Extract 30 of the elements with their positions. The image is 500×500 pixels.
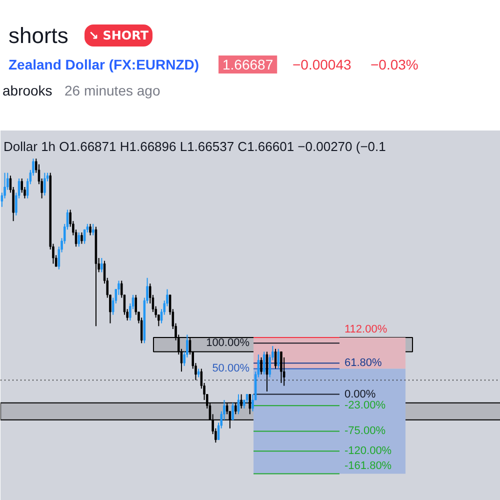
text: Dollar 1h O1.66871 H1.66896 L1.66537 C1.66601 −0.00270 (−0.1 xyxy=(4,139,386,154)
annotation: 50.00% xyxy=(212,362,250,375)
text: 112.00% xyxy=(344,324,388,336)
chart-subtitle: Zealand Dollar (FX:EURNZD) xyxy=(8,56,200,72)
candlestick xyxy=(277,348,280,370)
text: 1.66687 xyxy=(222,56,274,72)
text: -120.00% xyxy=(344,445,392,458)
candlestick xyxy=(262,351,266,375)
candlestick xyxy=(100,258,103,273)
text: ↘ SHORT xyxy=(88,28,150,42)
text: −0.00043 xyxy=(292,56,352,72)
candlestick xyxy=(78,232,80,248)
candlestick xyxy=(237,394,240,415)
text: -75.00% xyxy=(344,425,386,438)
text: 26 minutes ago xyxy=(64,82,160,98)
candlestick xyxy=(89,223,92,236)
candlestick xyxy=(260,356,262,375)
text: 0.00% xyxy=(344,388,376,400)
candlestick xyxy=(44,172,46,196)
text: -23.00% xyxy=(344,400,386,412)
chart-title: shorts xyxy=(8,23,68,48)
annotation: 100.00% xyxy=(206,337,250,350)
candlestick xyxy=(232,402,234,420)
candlestick xyxy=(80,232,83,244)
text: −0.03% xyxy=(370,56,418,72)
text: 61.80% xyxy=(344,357,382,370)
candlestick xyxy=(280,351,282,384)
text: abrooks xyxy=(2,82,52,98)
candlestick xyxy=(92,223,94,236)
text: -161.80% xyxy=(344,460,392,472)
